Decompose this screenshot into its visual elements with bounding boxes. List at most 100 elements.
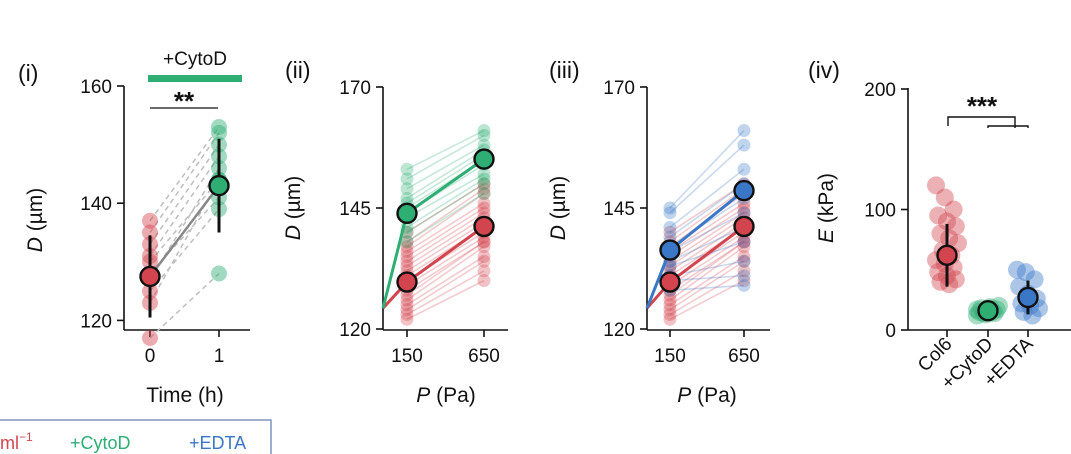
paired-line (149, 196, 220, 275)
paired-line (149, 144, 220, 245)
paired-line (149, 272, 220, 339)
data-point (1008, 260, 1026, 279)
individual-point (737, 278, 751, 292)
individual-point (400, 293, 414, 307)
legend-col6: ml−1 (0, 430, 33, 453)
individual-point (477, 167, 491, 181)
individual-point (663, 298, 677, 312)
x-axis-label: Time (h) (146, 384, 223, 407)
data-point (1023, 306, 1042, 325)
panel-label: (iii) (549, 57, 580, 83)
individual-point (477, 177, 491, 191)
individual-line (669, 207, 745, 258)
point-1h (211, 265, 227, 282)
point-1h (211, 124, 227, 141)
data-point (935, 188, 954, 207)
y-axis-unit: (µm) (547, 176, 570, 225)
paired-line (149, 126, 220, 222)
y-tick-label: 100 (864, 201, 896, 222)
y-ticks: 0 100 200 (864, 80, 908, 342)
y-axis-label: E (kPa) (815, 173, 838, 243)
individual-point (400, 249, 414, 263)
x-ticks: Col6+CytoD+EDTA (914, 330, 1038, 394)
individual-point (737, 162, 751, 176)
data-point (938, 212, 956, 231)
individual-point (663, 225, 677, 239)
x-ticks: 150 650 (654, 330, 760, 367)
data-layer (927, 176, 1048, 325)
y-axis-var: D (282, 225, 305, 240)
panel-iii: (iii) 120 145 170 150 650 D (µm) P (Pa) (547, 57, 770, 407)
point-1h (211, 119, 227, 136)
y-axis-unit: (µm) (282, 176, 305, 225)
y-axis-label: D (µm) (547, 176, 570, 241)
individual-line (669, 217, 745, 267)
individual-point (477, 128, 491, 142)
individual-line (406, 270, 485, 316)
y-axis-label: D (µm) (282, 176, 305, 241)
individual-point (477, 264, 491, 278)
individual-point (737, 235, 751, 249)
individual-point (477, 172, 491, 186)
mean-line (381, 225, 485, 310)
individual-point (663, 259, 677, 273)
individual-point (400, 191, 414, 205)
individual-point (737, 201, 751, 215)
individual-point (737, 138, 751, 152)
mean-marker (659, 271, 681, 293)
individual-point (737, 235, 751, 249)
data-layer (381, 124, 495, 326)
mean-marker (473, 148, 495, 170)
individual-line (669, 284, 745, 292)
y-tick-label: 0 (885, 321, 896, 342)
individual-line (406, 217, 485, 267)
mean-marker (396, 202, 418, 225)
paired-line (149, 132, 220, 233)
individual-line (669, 183, 745, 238)
individual-point (477, 201, 491, 215)
y-tick-label: 170 (339, 78, 371, 99)
individual-point (400, 298, 414, 312)
individual-line (406, 149, 485, 199)
individual-line (669, 187, 745, 243)
data-point (944, 200, 963, 219)
panel-iv: (iv) 0 100 200 Col6+CytoD+EDTA E (kPa) *** (808, 57, 1071, 394)
point-0h (142, 329, 158, 346)
individual-line (669, 241, 745, 296)
x-tick-label: 150 (391, 346, 423, 367)
y-tick-label: 145 (339, 199, 371, 220)
data-point (1025, 270, 1044, 289)
individual-point (400, 254, 414, 268)
data-point (931, 272, 950, 291)
individual-line (406, 144, 485, 190)
y-ticks: 120 140 160 (80, 77, 124, 332)
x-tick-label: 650 (468, 346, 500, 367)
x-axis-label: P (Pa) (416, 384, 476, 407)
individual-line (406, 154, 485, 204)
individual-line (669, 130, 745, 209)
panel-label: (iv) (808, 57, 840, 83)
x-tick-label: 1 (214, 346, 225, 367)
individual-point (477, 182, 491, 196)
x-tick-label: 150 (654, 346, 686, 367)
individual-point (737, 264, 751, 278)
mean-marker (473, 215, 495, 238)
data-point (931, 224, 950, 243)
individual-line (669, 183, 745, 233)
individual-line (406, 173, 485, 219)
individual-point (663, 307, 677, 321)
individual-point (477, 186, 491, 200)
individual-point (400, 235, 414, 249)
mean-marker (396, 271, 418, 293)
individual-line (669, 212, 745, 262)
individual-point (400, 312, 414, 326)
x-axis-var: P (416, 384, 430, 407)
individual-point (737, 235, 751, 249)
individual-line (406, 183, 485, 233)
individual-line (406, 255, 485, 306)
mean-marker (977, 300, 999, 322)
individual-point (400, 162, 414, 176)
individual-point (400, 245, 414, 259)
mean-marker (733, 179, 755, 202)
